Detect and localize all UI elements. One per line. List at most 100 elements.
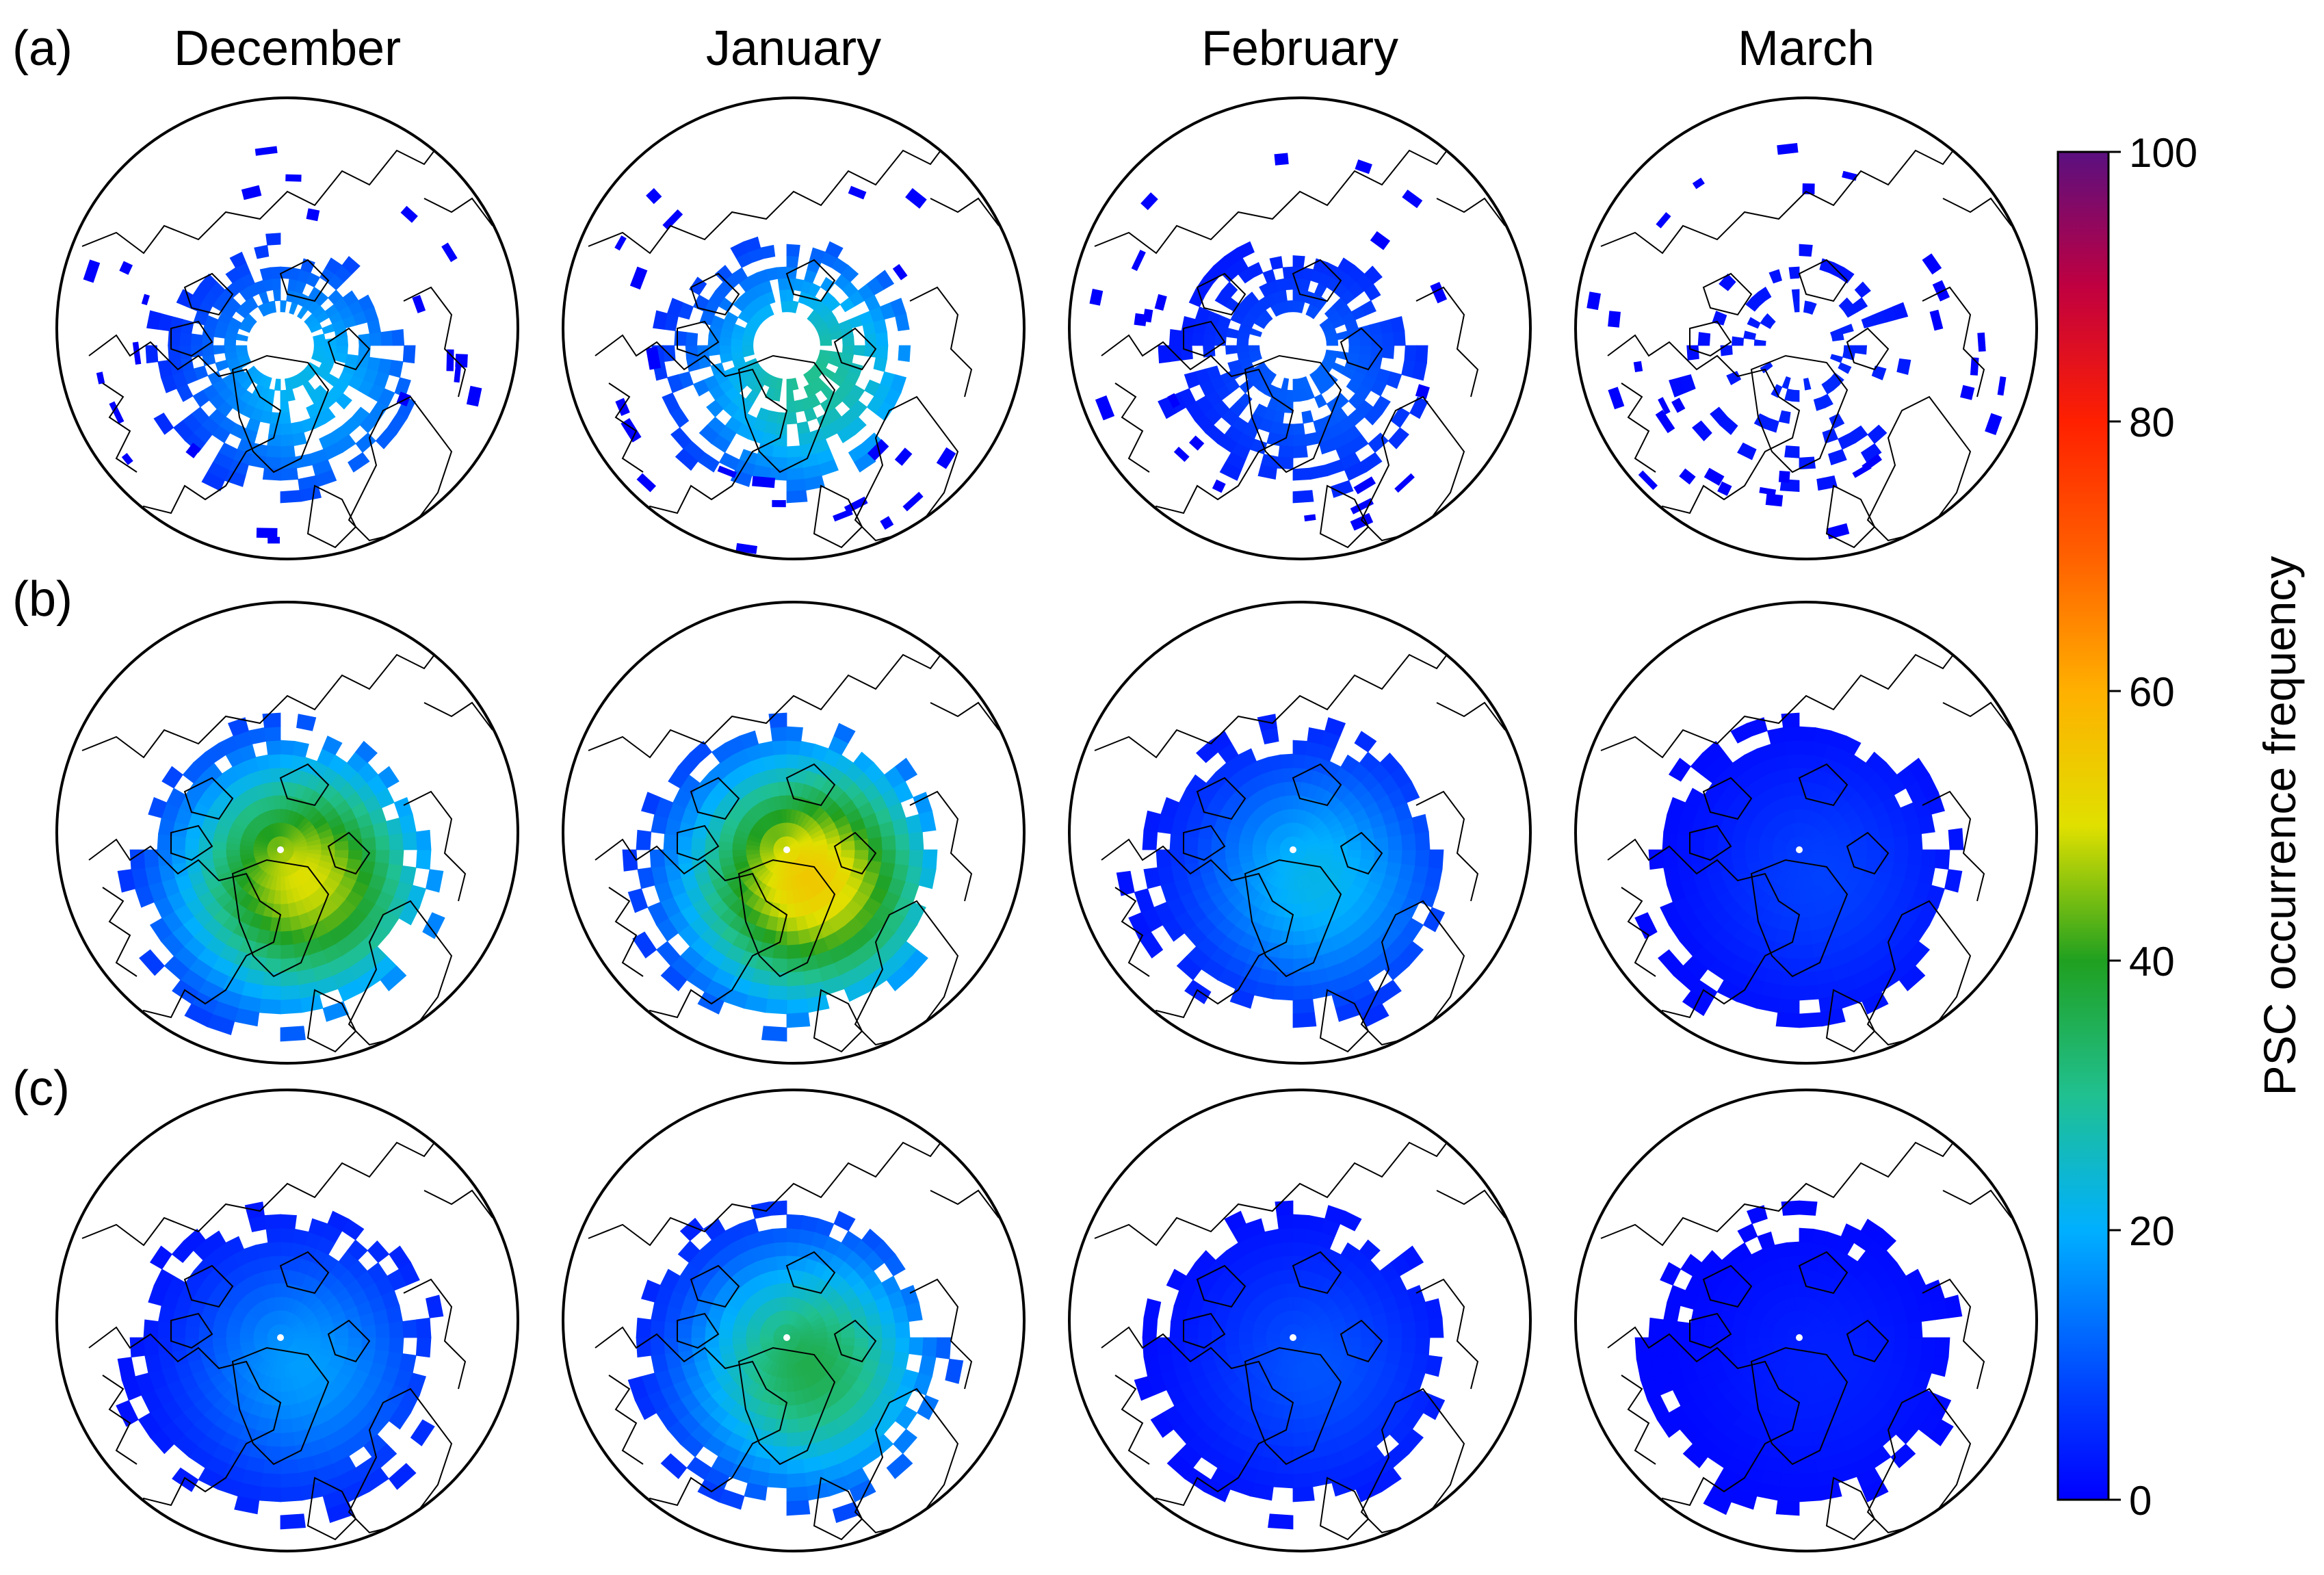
frequency-cell	[1763, 313, 1776, 326]
frequency-cell	[402, 1319, 418, 1338]
coastline	[813, 484, 863, 549]
frequency-cell	[772, 499, 786, 508]
frequency-cell	[1790, 1268, 1800, 1284]
column-titles: December January February March	[174, 21, 1875, 76]
frequency-cell	[265, 1227, 281, 1243]
frequency-cell	[1188, 435, 1205, 451]
frequency-cell	[1278, 944, 1294, 960]
coastline	[1825, 989, 1876, 1053]
coastline	[327, 831, 371, 875]
frequency-cell	[786, 1405, 798, 1420]
frequency-cell	[833, 1210, 856, 1232]
frequency-cell	[264, 1214, 281, 1229]
frequency-cell	[1587, 291, 1602, 311]
frequency-cell	[772, 1432, 787, 1448]
frequency-cell	[139, 949, 165, 976]
frequency-cell	[786, 1241, 800, 1257]
frequency-cell	[157, 833, 172, 850]
coastline	[1101, 1326, 1294, 1526]
frequency-cell	[892, 263, 908, 281]
frequency-cell	[225, 1236, 244, 1255]
coastline	[183, 777, 234, 820]
frequency-cell	[1788, 1255, 1800, 1271]
frequency-cell	[1154, 294, 1167, 311]
frequency-cell	[389, 1405, 412, 1430]
frequency-cell	[1932, 280, 1950, 302]
frequency-cell	[766, 985, 787, 1001]
coastline	[170, 824, 213, 861]
frequency-cell	[786, 930, 800, 946]
frequency-cell	[1292, 1227, 1308, 1243]
frequency-cell	[1838, 362, 1852, 374]
frequency-cell	[1224, 1337, 1240, 1347]
frequency-cell	[844, 979, 870, 1002]
frequency-cell	[143, 1319, 159, 1338]
coastlines	[588, 1128, 1000, 1541]
frequency-cell	[1275, 1200, 1294, 1216]
frequency-cell	[402, 345, 416, 364]
coastline	[231, 354, 330, 473]
frequency-cell	[1675, 833, 1691, 850]
frequency-cell	[1292, 1214, 1309, 1229]
frequency-cell	[853, 345, 866, 356]
frequency-cell	[1292, 423, 1305, 436]
frequency-cell	[1140, 192, 1158, 211]
frequency-cell	[291, 432, 307, 447]
coastline	[1101, 334, 1294, 534]
frequency-cells	[1587, 143, 2007, 540]
coastline	[1415, 790, 1479, 902]
frequency-cell	[1219, 462, 1242, 481]
frequency-cell	[1169, 849, 1185, 866]
frequency-cell	[1292, 917, 1305, 933]
pole-marker	[277, 846, 284, 853]
coastline	[403, 286, 467, 398]
frequency-cell	[627, 1376, 649, 1401]
coastline	[1825, 484, 1876, 549]
frequency-cell	[224, 345, 237, 354]
coastline	[677, 320, 720, 357]
frequency-cell	[766, 1472, 787, 1489]
coastline	[1340, 1319, 1383, 1363]
frequency-cell	[1401, 1245, 1424, 1270]
frequency-cell	[415, 849, 432, 870]
coastline	[306, 1476, 357, 1541]
frequency-cell	[153, 413, 174, 435]
frequency-cell	[415, 1317, 432, 1338]
frequency-cell	[1422, 907, 1446, 933]
frequency-cell	[880, 516, 894, 530]
frequency-cell	[280, 1214, 297, 1229]
frequency-cell	[259, 1486, 281, 1502]
coastline	[588, 640, 952, 759]
frequency-cell	[1667, 796, 1686, 818]
frequency-cell	[1318, 439, 1337, 455]
frequency-cell	[786, 1214, 803, 1229]
frequency-cell	[1896, 358, 1911, 375]
frequency-cell	[1415, 1319, 1431, 1338]
frequency-cell	[1404, 345, 1418, 363]
frequency-cell	[1355, 159, 1372, 174]
frequency-cell	[653, 310, 668, 330]
frequency-cell	[1224, 1210, 1246, 1232]
frequency-cell	[1131, 250, 1146, 272]
coastline	[1114, 382, 1150, 473]
coastline	[231, 859, 330, 978]
frequency-cell	[1359, 1239, 1381, 1261]
frequency-cell	[1150, 1412, 1175, 1438]
panel-a-february	[1068, 96, 1532, 560]
frequency-cell	[662, 392, 681, 414]
frequency-cell	[945, 1358, 964, 1384]
frequency-cell	[265, 445, 281, 458]
frequency-cell	[909, 1337, 924, 1356]
frequency-cell	[271, 781, 281, 796]
column-title-january: January	[706, 21, 881, 76]
frequency-cell	[663, 1321, 679, 1338]
pole-marker	[1290, 1334, 1296, 1341]
frequency-cell	[690, 1325, 706, 1338]
coastlines	[588, 640, 1000, 1053]
coastline	[170, 320, 213, 357]
frequency-cell	[1730, 849, 1746, 859]
frequency-cell	[663, 833, 679, 850]
frequency-cell	[1784, 944, 1800, 960]
coastline	[909, 286, 973, 398]
coastline	[1750, 354, 1849, 473]
